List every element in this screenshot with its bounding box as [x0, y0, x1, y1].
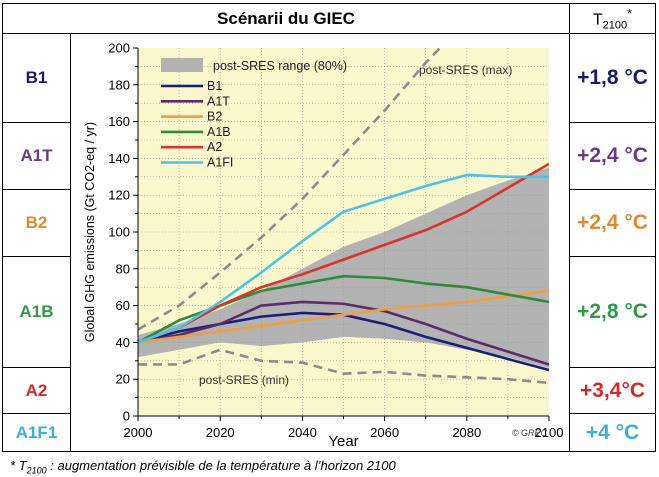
scenario-name: B2 [25, 213, 48, 232]
x-tick-label: 2100 [535, 425, 564, 440]
y-tick-label: 60 [116, 298, 130, 313]
y-tick-label: 180 [108, 77, 130, 92]
x-tick-label: 2040 [288, 425, 317, 440]
legend-label-a2: A2 [207, 140, 222, 154]
legend-label-a1t: A1T [207, 94, 230, 108]
x-tick-label: 2000 [124, 425, 153, 440]
series-line-a2 [138, 162, 549, 344]
scenario-temperature-cell: +2,4 °C [569, 122, 656, 190]
scenario-table: Scénarii du GIEC T2100* post-SRES (max) p… [2, 3, 656, 452]
table-title: Scénarii du GIEC [217, 8, 355, 28]
series-line-a1fi [138, 173, 549, 344]
scenario-temperature: +1,8 °C [577, 66, 648, 89]
scenario-temperature: +4 °C [585, 420, 640, 444]
scenario-temperature: +3,4°C [579, 378, 646, 402]
y-tick-label: 20 [116, 372, 130, 387]
post-sres-min-label: post-SRES (min) [199, 373, 289, 387]
legend-label-b2: B2 [207, 110, 222, 124]
series-line-b2 [138, 289, 549, 344]
x-tick-label: 2020 [206, 425, 235, 440]
y-axis-label: Global GHG emissions (Gt CO2-eq / yr) [83, 122, 97, 342]
y-tick-label: 0 [123, 409, 130, 424]
scenario-temperature: +2,8 °C [577, 300, 648, 323]
y-tick-label: 100 [108, 225, 130, 240]
y-tick-label: 140 [108, 151, 130, 166]
y-tick-label: 200 [108, 41, 130, 56]
temperature-header-cell: T2100* [569, 3, 656, 34]
footnote: * T2100 : augmentation prévisible de la … [10, 458, 396, 476]
scenario-temperature-cell: +1,8 °C [569, 33, 656, 123]
post-sres-min-line [138, 348, 549, 385]
temperature-header: T2100* [592, 5, 633, 32]
legend-label-range: post-SRES range (80%) [213, 59, 347, 73]
x-tick-label: 2080 [452, 425, 481, 440]
scenario-temperature: +2,4 °C [577, 144, 648, 167]
legend-label-a1fi: A1FI [207, 156, 233, 170]
scenario-temperature-cell: +2,8 °C [569, 256, 656, 368]
scenario-name: A1F1 [15, 422, 58, 442]
legend-label-b1: B1 [207, 79, 222, 93]
x-axis-label: Year [328, 433, 358, 450]
y-tick-label: 80 [116, 261, 130, 276]
scenario-temperature: +2,4 °C [577, 211, 648, 234]
y-tick-label: 120 [108, 188, 130, 203]
scenario-temperature-cell: +2,4 °C [569, 189, 656, 257]
scenario-name-cell: A1F1 [2, 413, 71, 452]
y-tick-label: 40 [116, 335, 130, 350]
table-title-cell: Scénarii du GIEC [2, 3, 570, 34]
scenario-name: A1T [20, 146, 53, 165]
scenario-name-cell: A1T [2, 122, 71, 190]
legend-label-a1b: A1B [207, 125, 231, 139]
scenario-name-cell: B2 [2, 189, 71, 257]
scenario-name: A1B [19, 302, 54, 321]
scenario-name-cell: A1B [2, 256, 71, 368]
chart-cell: post-SRES (max) post-SRES (min) post-SRES … [70, 33, 570, 452]
scenario-name-cell: A2 [2, 367, 71, 414]
legend-swatch-range [161, 58, 203, 72]
scenario-temperature-cell: +4 °C [569, 413, 656, 452]
post-sres-max-line [138, 48, 442, 331]
post-sres-max-label: post-SRES (max) [419, 63, 512, 77]
chart-copyright: © GREC [512, 428, 548, 438]
series-line-a1t [138, 300, 549, 366]
scenario-temperature-cell: +3,4°C [569, 367, 656, 414]
emissions-chart: post-SRES (max) post-SRES (min) post-SRES … [83, 41, 564, 451]
scenario-name: B1 [25, 68, 48, 87]
scenario-name-cell: B1 [2, 33, 71, 123]
y-tick-label: 160 [108, 114, 130, 129]
scenario-name: A2 [25, 380, 48, 400]
x-tick-label: 2060 [370, 425, 399, 440]
